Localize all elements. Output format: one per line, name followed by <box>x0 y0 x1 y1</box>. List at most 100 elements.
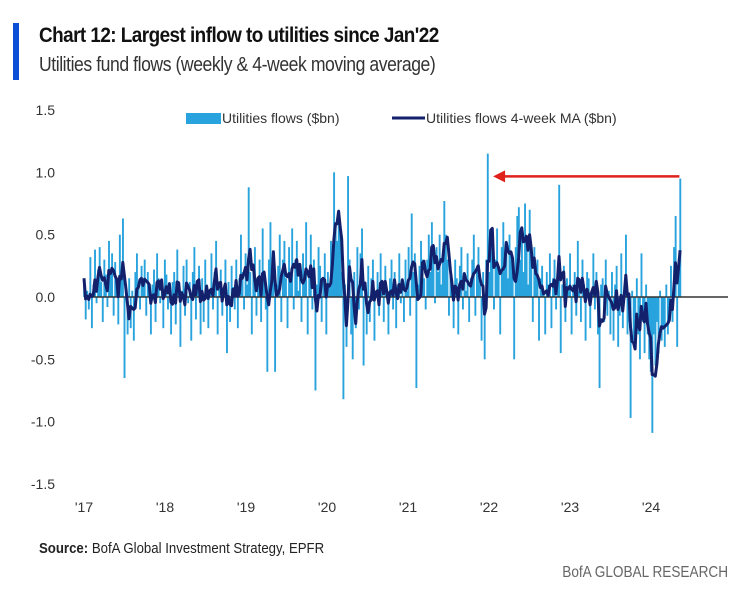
flow-bar <box>635 278 638 297</box>
y-tick-label: 1.5 <box>36 102 56 118</box>
flow-bar <box>291 228 294 297</box>
flow-bar <box>468 297 471 322</box>
flow-bar <box>218 284 221 297</box>
flow-bar <box>593 297 596 310</box>
flow-bar <box>441 253 444 297</box>
flow-bar <box>410 213 413 297</box>
flow-bar <box>216 297 219 335</box>
y-tick-label: 0.5 <box>36 227 56 243</box>
flow-bar <box>149 297 152 335</box>
flow-bar <box>378 297 381 316</box>
flow-bar <box>376 272 379 297</box>
flow-bar <box>264 297 267 310</box>
flow-bar <box>448 297 450 316</box>
flow-bar <box>444 234 447 297</box>
flow-bar <box>320 297 323 322</box>
flow-bar <box>239 234 242 297</box>
flow-bar <box>201 278 204 297</box>
flow-bar <box>128 278 131 297</box>
flow-bar <box>392 297 395 310</box>
x-tick-label: '21 <box>399 499 417 515</box>
flow-bar <box>586 272 589 297</box>
flow-bar <box>617 297 620 347</box>
flow-bar <box>316 284 318 297</box>
flow-bar <box>578 290 581 297</box>
flow-bar <box>507 278 509 297</box>
flow-bar <box>353 272 356 297</box>
flow-bar <box>300 297 303 322</box>
flow-bar <box>311 297 314 310</box>
flow-bar <box>356 247 359 297</box>
flow-bar <box>584 297 587 341</box>
y-tick-label: -1.0 <box>31 414 55 430</box>
flow-bar <box>548 253 551 297</box>
source-text: BofA Global Investment Strategy, EPFR <box>91 540 325 557</box>
source-label: Source: <box>39 540 89 557</box>
flow-bar <box>513 297 516 360</box>
flow-bar <box>522 272 525 297</box>
flow-bar <box>134 272 137 297</box>
x-tick-label: '24 <box>642 499 660 515</box>
flow-bar <box>511 265 514 297</box>
flow-bar <box>553 259 556 297</box>
flow-bar <box>340 272 343 297</box>
flow-bar <box>612 297 615 341</box>
flow-bar <box>120 272 123 297</box>
flow-bar <box>342 297 345 400</box>
flow-bar <box>274 297 277 372</box>
x-tick-label: '23 <box>561 499 579 515</box>
x-axis: '17 '18 '19 '20 '21 '22 '23 '24 <box>75 499 661 515</box>
flow-bar <box>179 297 182 347</box>
flow-bar <box>399 297 402 304</box>
flow-bar <box>278 234 281 297</box>
flow-bar <box>494 259 497 297</box>
flow-bar <box>191 272 194 297</box>
flow-bar <box>449 272 452 297</box>
flow-bar <box>235 259 238 297</box>
flow-bar <box>108 240 110 297</box>
flow-bar <box>277 265 280 297</box>
flow-bar <box>415 297 418 389</box>
legend-label-ma: Utilities flows 4-week MA ($bn) <box>426 110 617 126</box>
flow-bar <box>575 297 578 316</box>
flow-bar <box>625 234 627 297</box>
flow-bar <box>426 259 429 297</box>
flow-bar <box>654 297 657 366</box>
flow-bar <box>491 253 494 297</box>
y-tick-label: 1.0 <box>36 164 56 180</box>
flow-bar <box>306 297 309 335</box>
flow-bar <box>86 290 89 297</box>
flow-bar <box>460 247 463 297</box>
flow-bar <box>670 265 672 297</box>
flow-bar <box>659 290 662 297</box>
flow-bar <box>236 297 239 329</box>
flow-bar <box>569 253 572 297</box>
flow-bar <box>503 259 506 297</box>
flow-bar <box>666 297 669 335</box>
flow-bar <box>552 278 554 297</box>
flow-bar <box>257 284 259 297</box>
flow-bar <box>117 297 120 325</box>
flow-bar <box>665 284 668 297</box>
flow-bar <box>350 297 353 335</box>
flow-bar <box>347 176 350 297</box>
flow-bar <box>452 297 455 329</box>
flow-bar <box>679 178 682 297</box>
flow-bar <box>461 297 464 310</box>
flow-bar <box>266 297 269 372</box>
flow-bar <box>308 272 311 297</box>
flow-bar <box>466 253 469 297</box>
flow-bar <box>502 222 505 297</box>
flow-bar <box>520 228 523 297</box>
flow-bar <box>328 284 331 297</box>
flow-bar <box>362 297 365 366</box>
flow-bar <box>139 297 141 310</box>
flow-bar <box>418 265 421 297</box>
flow-bar <box>474 297 477 316</box>
flow-bar <box>645 284 648 297</box>
flow-bar <box>379 253 382 297</box>
flow-bar <box>170 297 173 335</box>
flow-bar <box>286 297 289 329</box>
flow-bar <box>435 247 438 297</box>
